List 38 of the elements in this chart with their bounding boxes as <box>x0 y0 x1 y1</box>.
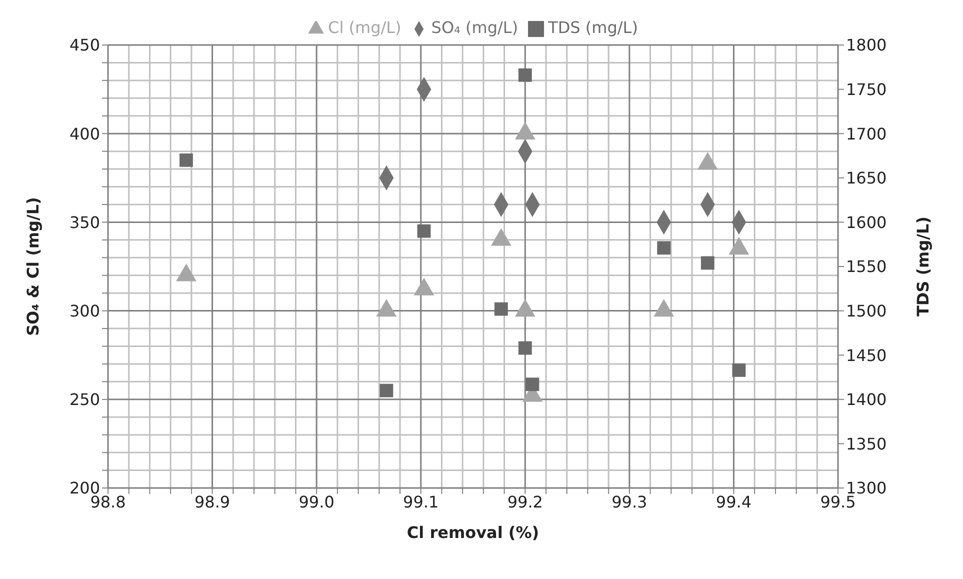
y2-tick-label: 1500 <box>846 301 887 320</box>
y-tick-label: 450 <box>69 36 100 55</box>
point <box>417 224 431 238</box>
y2-tick-label: 1550 <box>846 257 887 276</box>
y-tick-label: 300 <box>69 301 100 320</box>
x-tick-label: 99.5 <box>820 492 856 512</box>
y2-tick-label: 1800 <box>846 36 887 55</box>
x-tick-label: 99.3 <box>612 492 648 512</box>
y-tick-label: 400 <box>69 124 100 144</box>
y2-tick-label: 1400 <box>846 390 887 410</box>
point <box>526 378 540 392</box>
point <box>700 256 714 270</box>
x-tick-label: 99.0 <box>298 492 334 512</box>
y2-axis-title: TDS (mg/L) <box>914 216 933 317</box>
y2-tick-label: 1700 <box>846 124 887 144</box>
y-tick-label: 250 <box>69 390 100 410</box>
legend-label: SO₄ (mg/L) <box>431 18 518 37</box>
y2-tick-label: 1650 <box>846 168 887 188</box>
legend-label: Cl (mg/L) <box>328 18 402 37</box>
x-tick-label: 98.9 <box>194 492 230 512</box>
point <box>494 302 508 316</box>
y2-tick-label: 1350 <box>846 434 887 454</box>
point <box>657 241 671 255</box>
x-tick-label: 99.1 <box>403 492 439 512</box>
point <box>732 363 746 377</box>
y2-tick-label: 1450 <box>846 346 887 365</box>
y-tick-label: 350 <box>69 212 100 232</box>
x-tick-label: 99.2 <box>507 492 543 512</box>
point <box>380 384 394 398</box>
point <box>518 341 532 355</box>
x-tick-label: 99.4 <box>716 492 752 512</box>
y-axis-title: SO₄ & Cl (mg/L) <box>24 197 43 336</box>
point <box>180 153 193 167</box>
y2-tick-label: 1750 <box>846 80 887 99</box>
point <box>518 68 532 82</box>
legend-label: TDS (mg/L) <box>548 18 638 37</box>
x-axis-title: Cl removal (%) <box>406 523 540 542</box>
y2-tick-label: 1600 <box>846 212 887 232</box>
